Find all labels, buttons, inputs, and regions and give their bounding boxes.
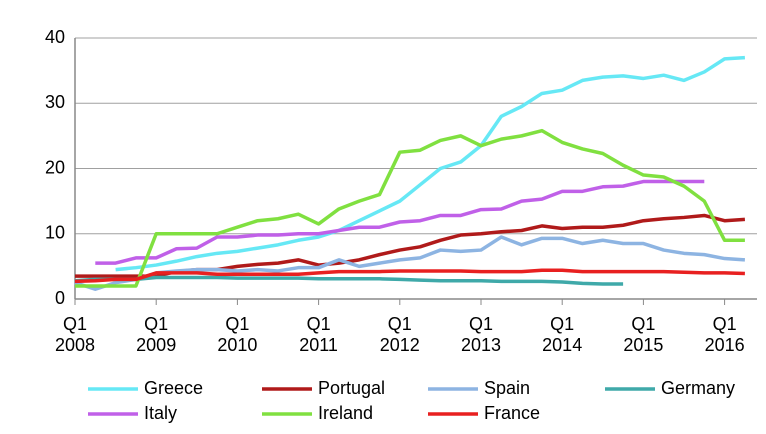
series-line xyxy=(74,275,624,286)
x-tick-label: Q1 2014 xyxy=(542,314,583,355)
y-tick-label: 0 xyxy=(55,288,65,308)
y-tick-label: 20 xyxy=(45,157,65,177)
legend-label: Germany xyxy=(661,378,735,398)
y-tick-label: 40 xyxy=(45,27,65,47)
series-line xyxy=(75,213,746,278)
x-tick-label: Q1 2012 xyxy=(379,314,420,355)
x-tick-label: Q1 2008 xyxy=(54,314,96,355)
y-tick-label: 30 xyxy=(45,92,65,112)
x-tick-label: Q1 2015 xyxy=(623,314,664,355)
x-tick-label: Q1 2016 xyxy=(704,314,745,355)
x-tick-label: Q1 2011 xyxy=(299,314,338,355)
legend-label: Italy xyxy=(144,403,177,423)
y-tick-label: 10 xyxy=(45,223,65,243)
series-line xyxy=(95,179,705,265)
x-tick-label: Q1 2013 xyxy=(460,314,502,355)
legend-label: Spain xyxy=(484,378,530,398)
legend-label: Greece xyxy=(144,378,203,398)
legend-label: Ireland xyxy=(318,403,373,423)
series-line xyxy=(74,268,745,284)
legend-label: Portugal xyxy=(318,378,385,398)
x-tick-label: Q1 2010 xyxy=(217,314,258,355)
series-line xyxy=(74,235,746,291)
legend-label: France xyxy=(484,403,540,423)
series-line xyxy=(115,55,746,272)
x-tick-label: Q1 2009 xyxy=(136,314,177,355)
series-line xyxy=(75,128,745,288)
